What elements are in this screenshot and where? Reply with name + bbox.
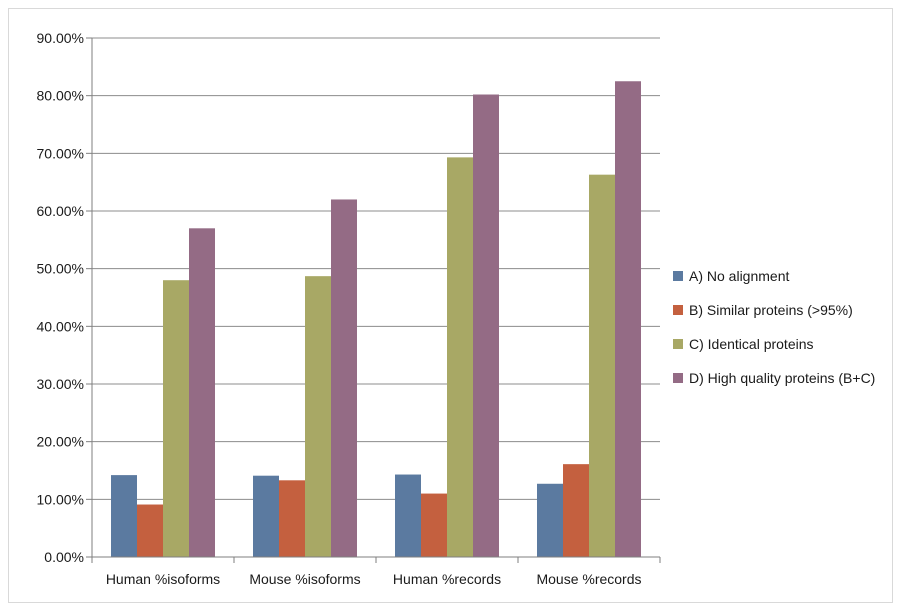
bar — [563, 464, 589, 557]
bar — [615, 81, 641, 557]
bar — [473, 94, 499, 557]
y-tick-label: 70.00% — [37, 145, 84, 161]
y-tick-label: 30.00% — [37, 376, 84, 392]
y-tick-label: 20.00% — [37, 434, 84, 450]
legend-swatch — [673, 271, 683, 281]
y-tick-label: 80.00% — [37, 88, 84, 104]
y-tick-label: 0.00% — [44, 549, 84, 565]
y-tick-label: 50.00% — [37, 261, 84, 277]
legend-label: D) High quality proteins (B+C) — [689, 370, 875, 386]
y-tick-label: 60.00% — [37, 203, 84, 219]
bar — [589, 174, 615, 558]
bar — [279, 480, 305, 557]
legend-swatch — [673, 339, 683, 349]
x-tick-label: Human %isoforms — [106, 571, 220, 587]
bar — [137, 504, 163, 557]
y-tick-label: 90.00% — [37, 30, 84, 46]
bar — [189, 228, 215, 558]
bar — [447, 157, 473, 557]
bar — [111, 475, 137, 557]
y-tick-label: 10.00% — [37, 491, 84, 507]
legend-label: B) Similar proteins (>95%) — [689, 302, 853, 318]
bars — [111, 81, 641, 558]
legend-swatch — [673, 305, 683, 315]
bar — [163, 280, 189, 557]
x-tick-label: Mouse %isoforms — [249, 571, 360, 587]
legend-label: A) No alignment — [689, 268, 789, 284]
y-tick-label: 40.00% — [37, 318, 84, 334]
bar — [331, 199, 357, 557]
bar — [305, 276, 331, 557]
legend-label: C) Identical proteins — [689, 336, 814, 352]
y-axis-ticks: 0.00% 10.00% 20.00% 30.00% 40.00% 50.00% 60.00… — [37, 30, 92, 565]
x-tick-label: Mouse %records — [536, 571, 641, 587]
bar — [395, 474, 421, 557]
legend-swatch — [673, 373, 683, 383]
x-axis-ticks: Human %isoforms Mouse %isoforms Human %rec… — [91, 557, 661, 587]
chart-frame — [8, 8, 893, 603]
bar — [537, 483, 563, 557]
bar — [253, 475, 279, 557]
x-tick-label: Human %records — [393, 571, 501, 587]
legend: A) No alignment B) Similar proteins (>95%… — [673, 268, 875, 386]
bar — [421, 493, 447, 557]
